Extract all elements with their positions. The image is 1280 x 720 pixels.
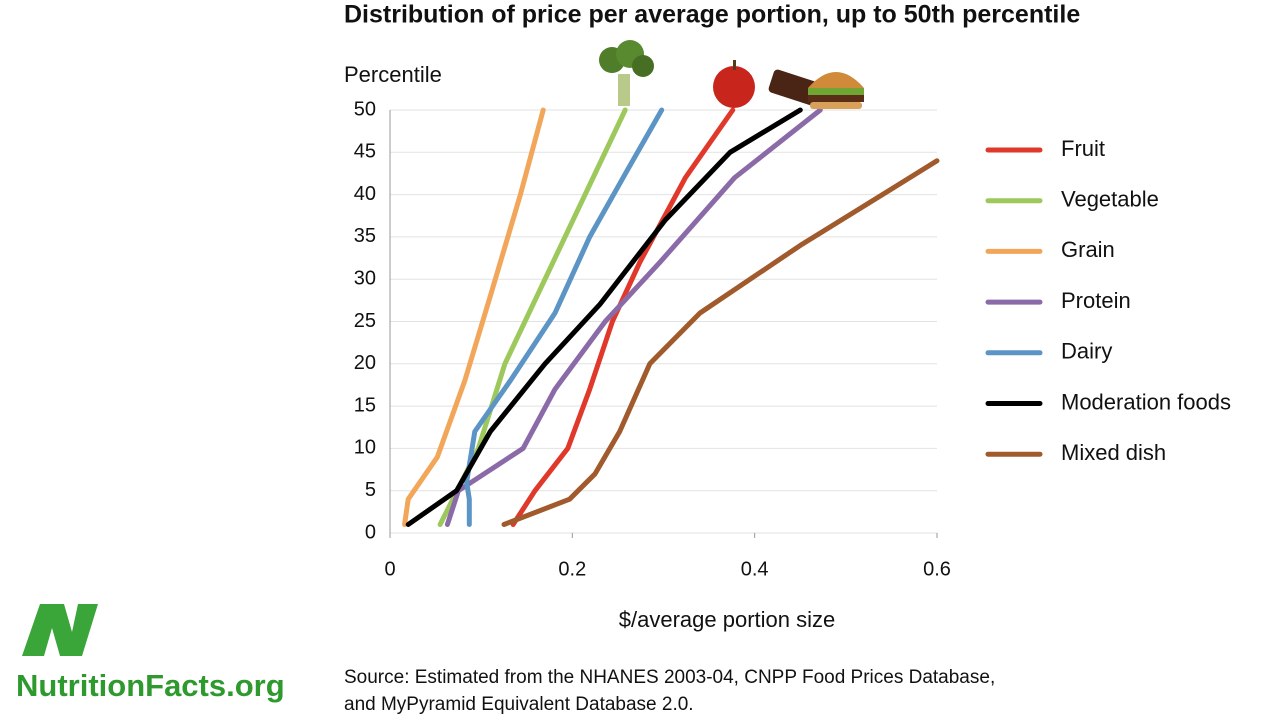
legend-label: Fruit — [1061, 136, 1105, 161]
y-axis-label: Percentile — [344, 62, 442, 87]
y-tick-label: 40 — [354, 183, 376, 205]
legend-label: Dairy — [1061, 339, 1112, 364]
y-tick-label: 0 — [365, 521, 376, 543]
apple-icon — [713, 60, 755, 108]
legend-label: Grain — [1061, 237, 1115, 262]
x-tick-label: 0 — [384, 558, 395, 580]
series-line — [510, 107, 736, 527]
series-line — [402, 107, 546, 527]
chart-title: Distribution of price per average portio… — [344, 1, 1080, 29]
source-line: and MyPyramid Equivalent Database 2.0. — [344, 694, 694, 715]
x-tick-label: 0.6 — [923, 558, 951, 580]
legend-label: Moderation foods — [1061, 389, 1231, 414]
source-line: Source: Estimated from the NHANES 2003-0… — [344, 667, 995, 688]
logo-text: NutritionFacts.org — [16, 668, 285, 703]
y-tick-label: 30 — [354, 267, 376, 289]
series-line — [444, 107, 823, 527]
burger-icon — [808, 72, 864, 109]
x-tick-label: 0.2 — [558, 558, 586, 580]
legend-label: Mixed dish — [1061, 440, 1166, 465]
y-tick-label: 5 — [365, 479, 376, 501]
y-tick-label: 25 — [354, 310, 376, 332]
y-tick-label: 15 — [354, 394, 376, 416]
series-line — [464, 107, 665, 527]
x-tick-label: 0.4 — [741, 558, 769, 580]
series-line — [501, 158, 940, 527]
x-axis-label: $/average portion size — [619, 607, 835, 632]
series-line — [405, 107, 803, 527]
legend-label: Vegetable — [1061, 187, 1159, 212]
y-tick-label: 20 — [354, 352, 376, 374]
legend-label: Protein — [1061, 288, 1131, 313]
y-tick-label: 50 — [354, 98, 376, 120]
y-tick-label: 45 — [354, 141, 376, 163]
y-tick-label: 10 — [354, 437, 376, 459]
y-tick-label: 35 — [354, 225, 376, 247]
broccoli-icon — [599, 40, 654, 106]
logo: NutritionFacts.org — [16, 604, 285, 703]
